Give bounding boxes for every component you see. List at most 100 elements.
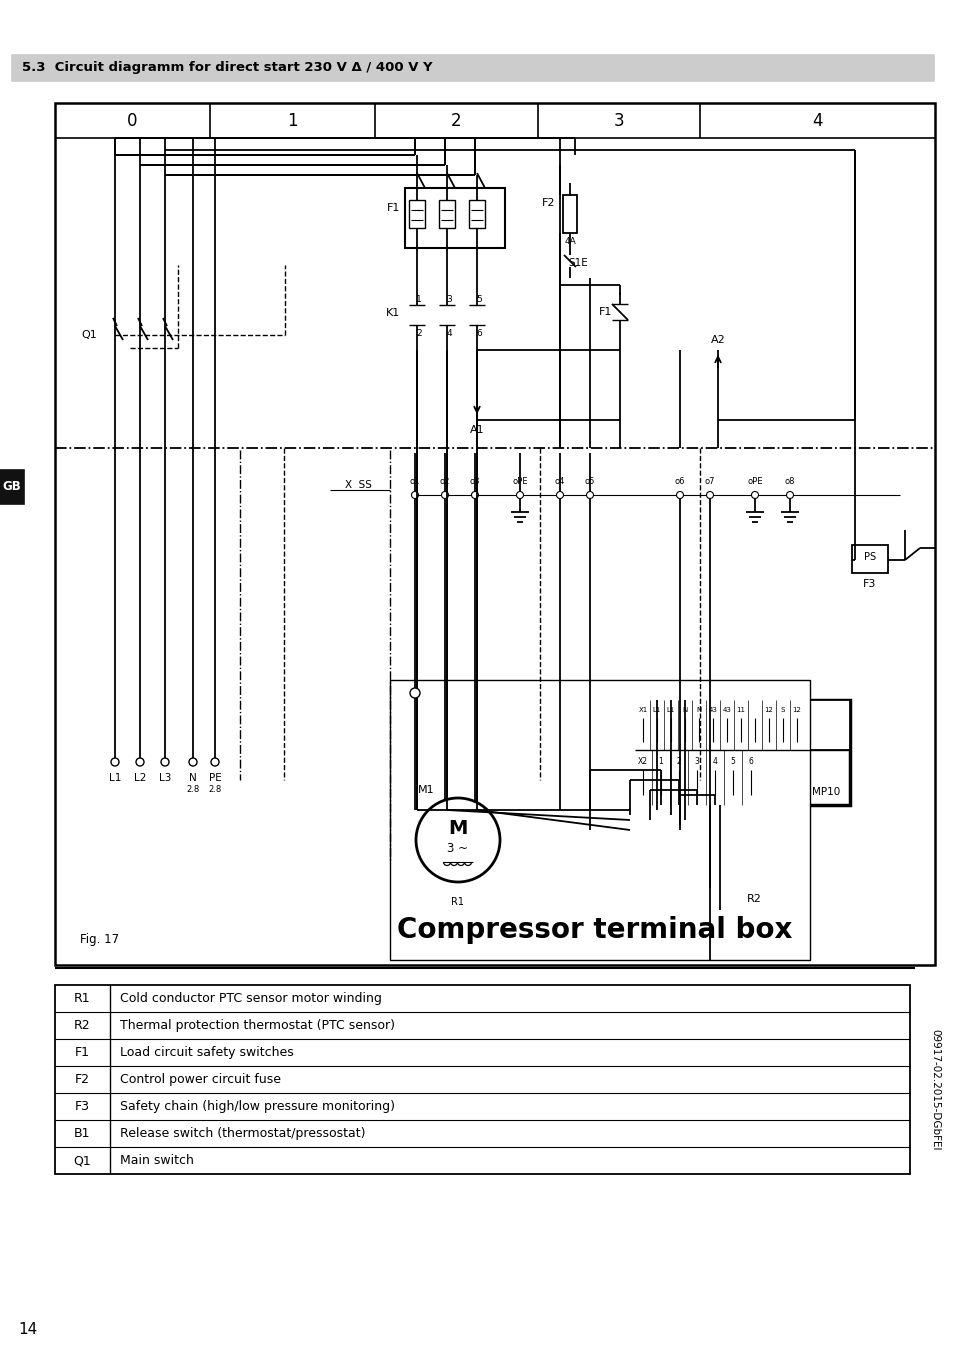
Circle shape: [556, 492, 563, 498]
Circle shape: [516, 492, 523, 498]
Text: N: N: [189, 773, 196, 783]
Text: F3: F3: [862, 580, 876, 589]
Text: oPE: oPE: [746, 478, 762, 486]
Text: M1: M1: [417, 785, 435, 795]
Circle shape: [785, 492, 793, 498]
Text: S1E: S1E: [567, 259, 587, 268]
Text: 14: 14: [18, 1323, 37, 1338]
Bar: [700, 888, 734, 910]
Text: o8: o8: [784, 478, 795, 486]
Text: Load circuit safety switches: Load circuit safety switches: [120, 1047, 294, 1059]
Text: X1: X1: [638, 707, 647, 714]
Text: Q1: Q1: [73, 1154, 91, 1167]
Text: F1: F1: [75, 1047, 90, 1059]
Text: L3: L3: [158, 773, 171, 783]
Text: X  SS: X SS: [344, 481, 371, 490]
Text: 2.8: 2.8: [186, 785, 199, 795]
Bar: [55, 984, 909, 1174]
Text: 4A: 4A: [563, 237, 576, 245]
Text: N: N: [696, 707, 700, 714]
Text: S: S: [780, 707, 784, 714]
Text: Thermal protection thermostat (PTC sensor): Thermal protection thermostat (PTC senso…: [120, 1020, 395, 1032]
Bar: [851, 546, 887, 573]
Text: 09917-02.2015-DGbFEI: 09917-02.2015-DGbFEI: [929, 1029, 939, 1151]
Circle shape: [410, 688, 419, 699]
Bar: [438, 200, 455, 227]
Bar: [635, 700, 849, 806]
Text: M: M: [448, 819, 467, 838]
Circle shape: [211, 758, 219, 766]
Text: Fig. 17: Fig. 17: [80, 933, 119, 946]
Bar: [12, 56, 933, 81]
Text: B1: B1: [74, 1127, 91, 1140]
Text: PE: PE: [209, 773, 221, 783]
Text: o5: o5: [584, 478, 595, 486]
Text: R2: R2: [746, 894, 761, 904]
Text: N: N: [681, 707, 687, 714]
Circle shape: [111, 758, 119, 766]
Text: 3 ~: 3 ~: [447, 841, 468, 854]
Text: L1: L1: [109, 773, 121, 783]
Text: A1: A1: [469, 425, 484, 435]
Text: o1: o1: [410, 478, 419, 486]
Text: Main switch: Main switch: [120, 1154, 193, 1167]
Text: Release switch (thermostat/pressostat): Release switch (thermostat/pressostat): [120, 1127, 365, 1140]
Text: 4: 4: [811, 111, 821, 130]
Circle shape: [751, 492, 758, 498]
Circle shape: [586, 492, 593, 498]
Text: 3: 3: [446, 295, 452, 303]
Text: F3: F3: [75, 1099, 90, 1113]
Text: K1: K1: [385, 307, 399, 318]
Text: F2: F2: [541, 198, 555, 209]
Circle shape: [676, 492, 682, 498]
Text: R2: R2: [74, 1020, 91, 1032]
Text: 5.3  Circuit diagramm for direct start 230 V Δ / 400 V Y: 5.3 Circuit diagramm for direct start 23…: [22, 61, 432, 74]
Bar: [562, 195, 577, 233]
Text: 3: 3: [613, 111, 623, 130]
Text: F2: F2: [75, 1072, 90, 1086]
Text: A2: A2: [710, 334, 724, 345]
Text: L1: L1: [652, 707, 660, 714]
Text: MP10: MP10: [811, 787, 840, 798]
Text: 6: 6: [748, 757, 753, 766]
Text: Compressor terminal box: Compressor terminal box: [396, 917, 792, 944]
Text: 2.8: 2.8: [208, 785, 221, 795]
Text: o2: o2: [439, 478, 450, 486]
Text: 0: 0: [127, 111, 137, 130]
Text: o7: o7: [704, 478, 715, 486]
Circle shape: [416, 798, 499, 881]
Text: 43: 43: [708, 707, 717, 714]
Text: X2: X2: [638, 757, 647, 766]
Text: 4: 4: [712, 757, 717, 766]
Text: o4: o4: [555, 478, 564, 486]
Text: 11: 11: [736, 707, 744, 714]
Text: L2: L2: [133, 773, 146, 783]
Bar: [0, 470, 24, 504]
Bar: [469, 200, 484, 227]
Text: 2: 2: [676, 757, 680, 766]
Circle shape: [441, 492, 448, 498]
Text: Cold conductor PTC sensor motor winding: Cold conductor PTC sensor motor winding: [120, 992, 381, 1005]
Text: L1: L1: [666, 707, 675, 714]
Text: Control power circuit fuse: Control power circuit fuse: [120, 1072, 281, 1086]
Text: 2: 2: [451, 111, 461, 130]
Text: GB: GB: [3, 481, 21, 493]
Text: 1: 1: [658, 757, 662, 766]
Circle shape: [136, 758, 144, 766]
Circle shape: [189, 758, 196, 766]
Text: 3: 3: [694, 757, 699, 766]
Text: 2: 2: [416, 329, 421, 337]
Text: F1: F1: [598, 307, 612, 317]
Text: 12: 12: [792, 707, 801, 714]
Circle shape: [706, 492, 713, 498]
Text: o6: o6: [674, 478, 684, 486]
Text: 6: 6: [476, 329, 481, 337]
Text: 5: 5: [476, 295, 481, 303]
Text: 43: 43: [721, 707, 731, 714]
Text: oPE: oPE: [512, 478, 527, 486]
Text: Safety chain (high/low pressure monitoring): Safety chain (high/low pressure monitori…: [120, 1099, 395, 1113]
Text: F1: F1: [386, 203, 399, 213]
Bar: [635, 700, 849, 750]
Text: Q1: Q1: [81, 330, 97, 340]
Bar: [55, 103, 934, 965]
